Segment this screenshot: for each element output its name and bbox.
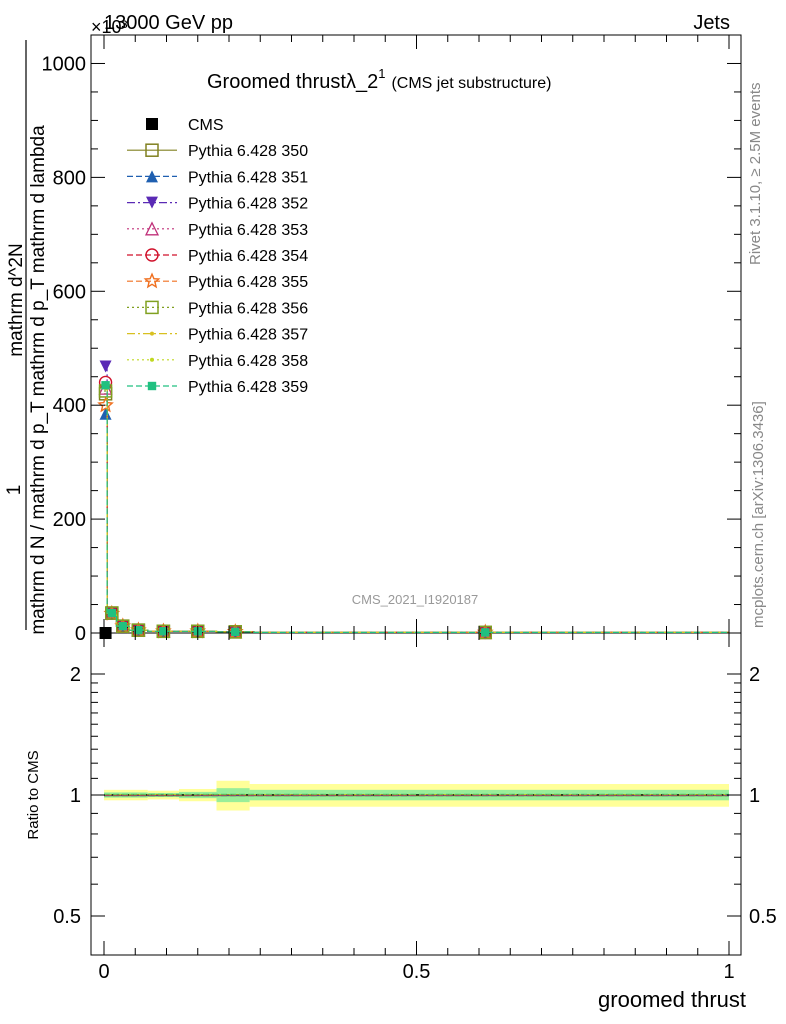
legend-label: Pythia 6.428 355 — [188, 274, 308, 291]
y-tick-label: 400 — [53, 395, 86, 417]
marker-square — [146, 118, 158, 130]
marker-square — [99, 627, 112, 639]
legend-label: Pythia 6.428 357 — [188, 327, 308, 344]
marker-square-small — [134, 625, 143, 635]
legend-entry: CMS — [146, 117, 224, 134]
marker-triangle-down — [146, 196, 158, 209]
legend-entry: Pythia 6.428 351 — [127, 169, 308, 186]
legend-entry: Pythia 6.428 357 — [127, 327, 308, 344]
legend-entry: Pythia 6.428 359 — [127, 379, 308, 396]
analysis-id: CMS_2021_I1920187 — [352, 592, 479, 607]
legend-entry: Pythia 6.428 350 — [127, 143, 308, 160]
marker-star-open — [97, 396, 114, 413]
ratio-y-tick-label-right: 0.5 — [749, 906, 777, 928]
marker-square-small — [481, 628, 490, 637]
y-tick-label: 0 — [75, 623, 86, 645]
marker-square-open — [105, 606, 119, 620]
legend-label: CMS — [188, 117, 224, 134]
ratio-y-tick-label-right: 1 — [749, 785, 760, 807]
marker-star-open — [143, 272, 161, 289]
legend-label: Pythia 6.428 354 — [188, 248, 308, 265]
marker-square-small — [159, 627, 168, 636]
legend-label: Pythia 6.428 350 — [188, 143, 308, 160]
marker-triangle-up-open — [144, 221, 160, 236]
marker-triangle-up — [99, 407, 112, 420]
x-tick-label: 0 — [98, 961, 109, 983]
legend-label: Pythia 6.428 356 — [188, 300, 308, 317]
legend-entry: Pythia 6.428 354 — [127, 248, 308, 265]
marker-square-small — [147, 381, 157, 391]
marker-dot — [150, 331, 154, 336]
marker-triangle-down — [99, 360, 112, 373]
x-tick-label: 0.5 — [403, 961, 431, 983]
legend-entry: Pythia 6.428 356 — [127, 300, 308, 317]
rivet-label: Rivet 3.1.10, ≥ 2.5M events — [747, 83, 764, 266]
marker-circle-open — [145, 248, 159, 262]
ratio-y-tick-label-right: 2 — [749, 664, 760, 686]
exponent-label: ×10³ — [91, 17, 128, 37]
legend: CMS Pythia 6.428 350 Pythia 6.428 351 Pythi… — [127, 117, 308, 396]
legend-entry: Pythia 6.428 352 — [127, 196, 308, 213]
legend-label: Pythia 6.428 352 — [188, 196, 308, 213]
marker-square-small — [101, 381, 110, 390]
ylabel-numerator: 1 — [4, 485, 25, 496]
legend-label: Pythia 6.428 358 — [188, 353, 308, 370]
ylabel-top: mathrm d^2N — [6, 243, 27, 356]
plot-title-main: Groomed thrustλ_2 — [207, 71, 378, 93]
series-layer — [97, 360, 729, 640]
xlabel: groomed thrust — [598, 987, 746, 1012]
ratio-y-tick-label: 0.5 — [53, 906, 81, 928]
marker-triangle-up — [146, 170, 158, 183]
ylabel-denominator: mathrm d N / mathrm d p_T mathrm d p_T m… — [28, 125, 49, 635]
ratio-y-tick-label: 1 — [70, 785, 81, 807]
x-tick-label: 1 — [723, 961, 734, 983]
process-label: Jets — [693, 12, 730, 34]
legend-entry: Pythia 6.428 355 — [127, 272, 308, 291]
legend-label: Pythia 6.428 359 — [188, 379, 308, 396]
ratio-y-tick-label: 2 — [70, 664, 81, 686]
mcplots-label: mcplots.cern.ch [arXiv:1306.3436] — [750, 401, 767, 628]
y-tick-label: 600 — [53, 281, 86, 303]
energy-label: 13000 GeV pp — [104, 12, 233, 34]
legend-label: Pythia 6.428 353 — [188, 222, 308, 239]
y-tick-label: 1000 — [42, 53, 87, 75]
ticks-layer: 0 200 400 600 800 1000 0 0.5 1 0.5 0.5 1 1 2 2 — [42, 34, 777, 983]
marker-square-open — [145, 143, 159, 157]
y-tick-label: 800 — [53, 167, 86, 189]
plot-title-sup: 1 — [378, 66, 385, 81]
legend-entry: Pythia 6.428 358 — [127, 353, 308, 370]
marker-square-small — [118, 621, 127, 631]
ratio-bands — [104, 780, 729, 811]
legend-label: Pythia 6.428 351 — [188, 169, 308, 186]
plot-subtitle: (CMS jet substructure) — [391, 75, 551, 92]
y-tick-label: 200 — [53, 509, 86, 531]
ratio-ylabel: Ratio to CMS — [25, 750, 42, 839]
legend-entry: Pythia 6.428 353 — [127, 221, 308, 239]
marker-square-open — [145, 300, 159, 315]
plot-title: Groomed thrustλ_21 (CMS jet substructure) — [207, 66, 551, 93]
marker-dot — [150, 357, 154, 362]
marker-square-small — [107, 608, 117, 618]
marker-square-small — [231, 627, 240, 637]
